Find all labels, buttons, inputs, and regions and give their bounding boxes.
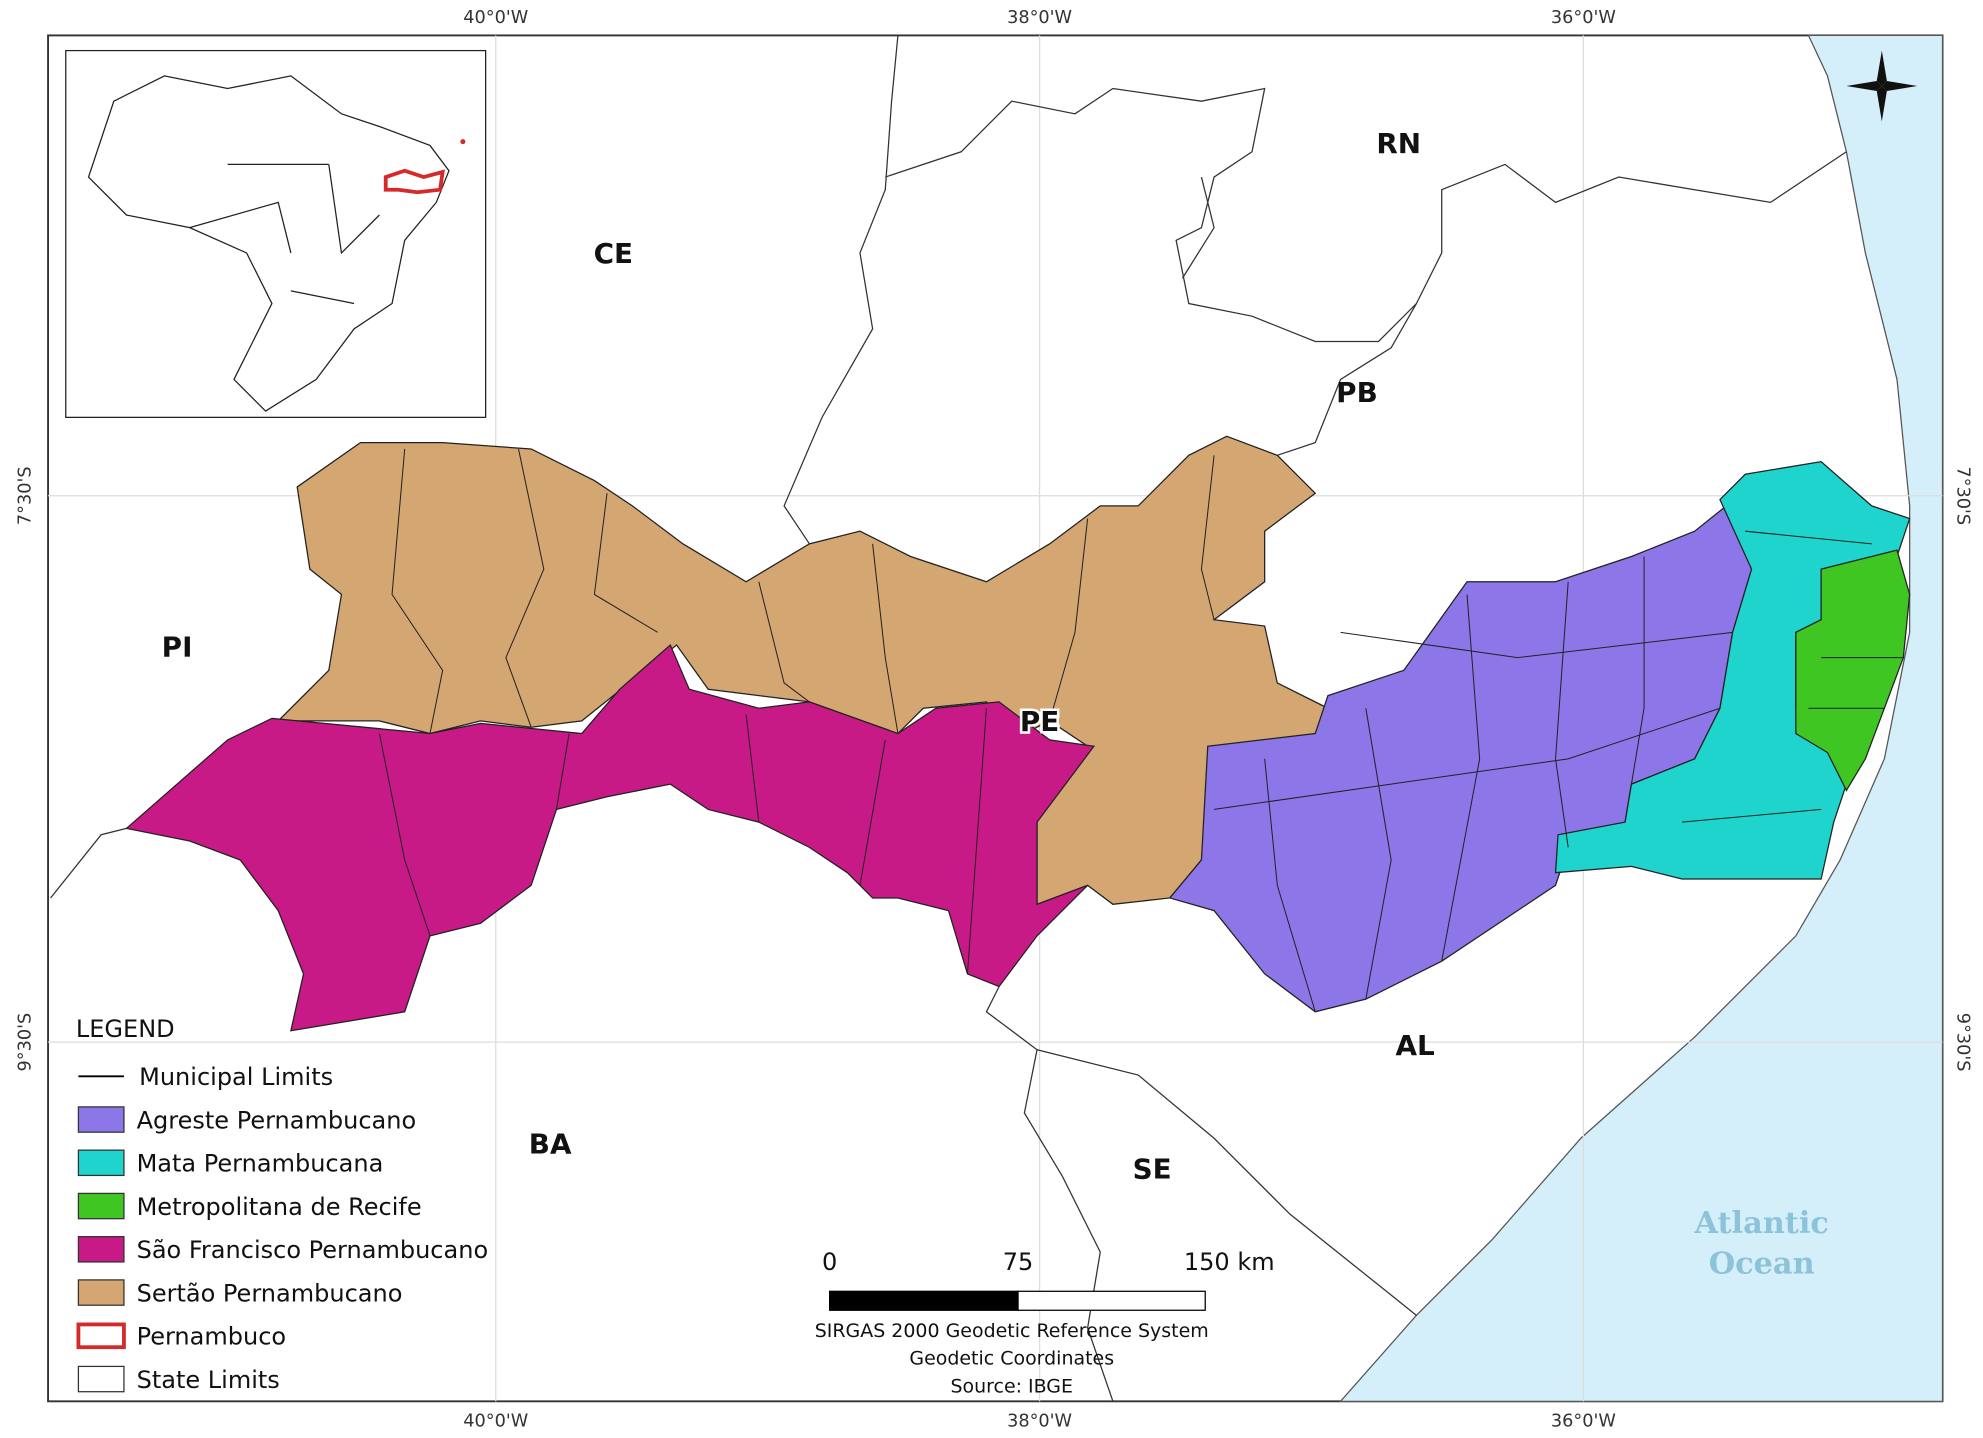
scale-label: 150 km xyxy=(1184,1248,1275,1276)
legend-label: State Limits xyxy=(137,1366,280,1394)
coord-label: 38°0'W xyxy=(1007,8,1072,28)
legend-swatch xyxy=(77,1149,125,1177)
credit: Source: IBGE xyxy=(950,1375,1073,1397)
legend-label: Municipal Limits xyxy=(139,1063,333,1091)
state-label: RN xyxy=(1376,127,1421,160)
state-label: PE xyxy=(1020,705,1059,738)
state-limits xyxy=(50,35,1847,1402)
state-label: BA xyxy=(529,1127,572,1160)
coord-label: 40°0'W xyxy=(463,8,528,28)
state-label: SE xyxy=(1133,1153,1172,1186)
municipal-limits xyxy=(378,448,1904,1012)
credit: SIRGAS 2000 Geodetic Reference System xyxy=(815,1320,1209,1342)
coord-label: 9°30'S xyxy=(1953,1013,1973,1072)
scale-label: 75 xyxy=(1003,1248,1034,1276)
state-label: CE xyxy=(594,237,633,270)
ocean xyxy=(1339,34,1944,1402)
legend-swatch xyxy=(77,1192,125,1220)
legend-label: Agreste Pernambucano xyxy=(137,1106,417,1134)
state-label: PI xyxy=(162,630,193,663)
credit: Geodetic Coordinates xyxy=(909,1348,1114,1370)
north-arrow xyxy=(1846,50,1918,122)
state-label: AL xyxy=(1396,1029,1435,1062)
coord-label: 36°0'W xyxy=(1551,1412,1616,1432)
legend-label: Pernambuco xyxy=(137,1323,287,1351)
region-metropolitana xyxy=(1795,549,1911,792)
coord-label: 40°0'W xyxy=(463,1412,528,1432)
legend-swatch xyxy=(77,1106,125,1133)
coord-label: 7°30'S xyxy=(15,466,35,525)
legend-label: São Francisco Pernambucano xyxy=(137,1236,489,1264)
coord-label: 38°0'W xyxy=(1007,1412,1072,1432)
legend-swatch xyxy=(77,1365,125,1393)
coord-label: 36°0'W xyxy=(1551,8,1616,28)
coord-label: 7°30'S xyxy=(1953,466,1973,525)
coord-label: 9°30'S xyxy=(15,1013,35,1072)
state-label: PB xyxy=(1336,376,1378,409)
legend-swatch xyxy=(77,1279,125,1306)
ocean-label: Ocean xyxy=(1709,1247,1815,1282)
legend-label: Sertão Pernambucano xyxy=(137,1279,403,1307)
region-sao-francisco xyxy=(125,643,1096,1032)
legend-swatch xyxy=(77,1236,125,1263)
legend-title: LEGEND xyxy=(76,1015,175,1043)
inset-map xyxy=(65,49,487,418)
legend: LEGEND Municipal Limits Agreste Pernambuc… xyxy=(76,1015,488,1394)
ocean-label: Atlantic xyxy=(1694,1206,1829,1241)
legend-swatch xyxy=(76,1322,126,1350)
region-mata xyxy=(1554,460,1911,880)
legend-label: Metropolitana de Recife xyxy=(137,1193,422,1221)
scale-bar: 0 75 150 km xyxy=(822,1248,1275,1311)
scale-label: 0 xyxy=(822,1248,837,1276)
legend-label: Mata Pernambucana xyxy=(137,1150,384,1178)
